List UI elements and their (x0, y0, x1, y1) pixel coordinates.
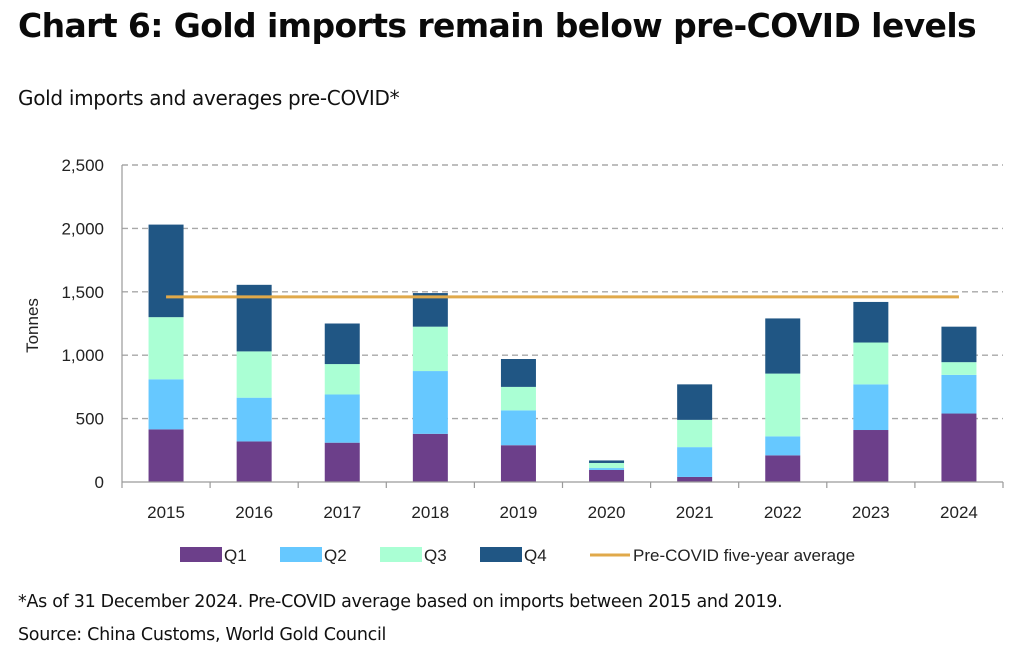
bar-q2-2016 (236, 397, 272, 442)
bar-q2-2020 (589, 468, 625, 470)
bar-q3-2022 (765, 373, 801, 437)
bar-q1-2015 (148, 429, 184, 482)
legend-label-average: Pre-COVID five-year average (633, 546, 855, 565)
bar-q2-2024 (941, 374, 977, 414)
bar-q4-2023 (853, 301, 889, 343)
bar-q3-2018 (412, 326, 448, 372)
x-tick-label: 2024 (940, 503, 978, 522)
y-tick-label: 500 (76, 410, 104, 429)
bar-q4-2017 (324, 323, 360, 365)
bar-q4-2015 (148, 224, 184, 318)
y-axis-title: Tonnes (23, 298, 42, 353)
legend-swatch-q4 (480, 547, 522, 562)
x-tick-label: 2016 (235, 503, 273, 522)
bar-q4-2018 (412, 293, 448, 327)
bar-q4-2016 (236, 284, 272, 352)
bar-q3-2019 (500, 386, 536, 411)
bar-q1-2016 (236, 441, 272, 482)
x-tick-label: 2019 (500, 503, 538, 522)
x-axis: 2015 2016 2017 2018 2019 2020 2021 2022 2023 2024 (121, 481, 1004, 522)
bar-q1-2023 (853, 430, 889, 482)
bar-q3-2023 (853, 342, 889, 385)
bar-q3-2021 (677, 419, 713, 448)
legend-label-q3: Q3 (424, 546, 447, 565)
bar-q1-2018 (412, 433, 448, 482)
bar-q2-2019 (500, 410, 536, 446)
x-tick-label: 2022 (764, 503, 802, 522)
bars (148, 224, 977, 482)
bar-q4-2024 (941, 326, 977, 363)
legend-swatch-q2 (280, 547, 322, 562)
bar-q1-2022 (765, 455, 801, 482)
bar-q4-2021 (677, 384, 713, 420)
bar-q4-2020 (589, 460, 625, 463)
legend: Q1 Q2 Q3 Q4 Pre-COVID five-year average (180, 546, 855, 565)
legend-label-q4: Q4 (524, 546, 547, 565)
bar-q1-2019 (500, 445, 536, 482)
bar-q3-2020 (589, 462, 625, 469)
y-tick-label: 2,500 (61, 156, 104, 175)
footnote: *As of 31 December 2024. Pre-COVID avera… (18, 592, 783, 612)
legend-label-q1: Q1 (224, 546, 247, 565)
bar-q2-2022 (765, 436, 801, 456)
bar-q2-2023 (853, 384, 889, 431)
legend-swatch-q1 (180, 547, 222, 562)
legend-label-q2: Q2 (324, 546, 347, 565)
x-tick-label: 2020 (588, 503, 626, 522)
bar-q1-2021 (677, 476, 713, 482)
legend-swatch-q3 (380, 547, 422, 562)
y-axis: 0 500 1,000 1,500 2,000 2,500 Tonnes (23, 156, 123, 492)
bar-q4-2019 (500, 359, 536, 387)
x-tick-label: 2023 (852, 503, 890, 522)
bar-q1-2017 (324, 442, 360, 482)
bar-q2-2018 (412, 371, 448, 434)
x-tick-label: 2017 (323, 503, 361, 522)
bar-q1-2024 (941, 413, 977, 482)
x-tick-label: 2018 (411, 503, 449, 522)
y-tick-label: 2,000 (61, 219, 104, 238)
y-tick-label: 0 (95, 473, 104, 492)
bar-q4-2022 (765, 318, 801, 374)
chart-subtitle: Gold imports and averages pre-COVID* (18, 86, 400, 110)
bar-q3-2017 (324, 364, 360, 395)
bar-q3-2024 (941, 362, 977, 375)
source-note: Source: China Customs, World Gold Counci… (18, 625, 387, 645)
x-tick-label: 2021 (676, 503, 714, 522)
bar-q2-2021 (677, 447, 713, 477)
bar-q2-2015 (148, 379, 184, 430)
y-tick-label: 1,500 (61, 283, 104, 302)
y-tick-label: 1,000 (61, 346, 104, 365)
bar-q3-2015 (148, 317, 184, 380)
bar-q3-2016 (236, 351, 272, 398)
chart-title: Chart 6: Gold imports remain below pre-C… (18, 6, 977, 45)
x-tick-label: 2015 (147, 503, 185, 522)
bar-q1-2020 (589, 469, 625, 482)
bar-q2-2017 (324, 394, 360, 443)
